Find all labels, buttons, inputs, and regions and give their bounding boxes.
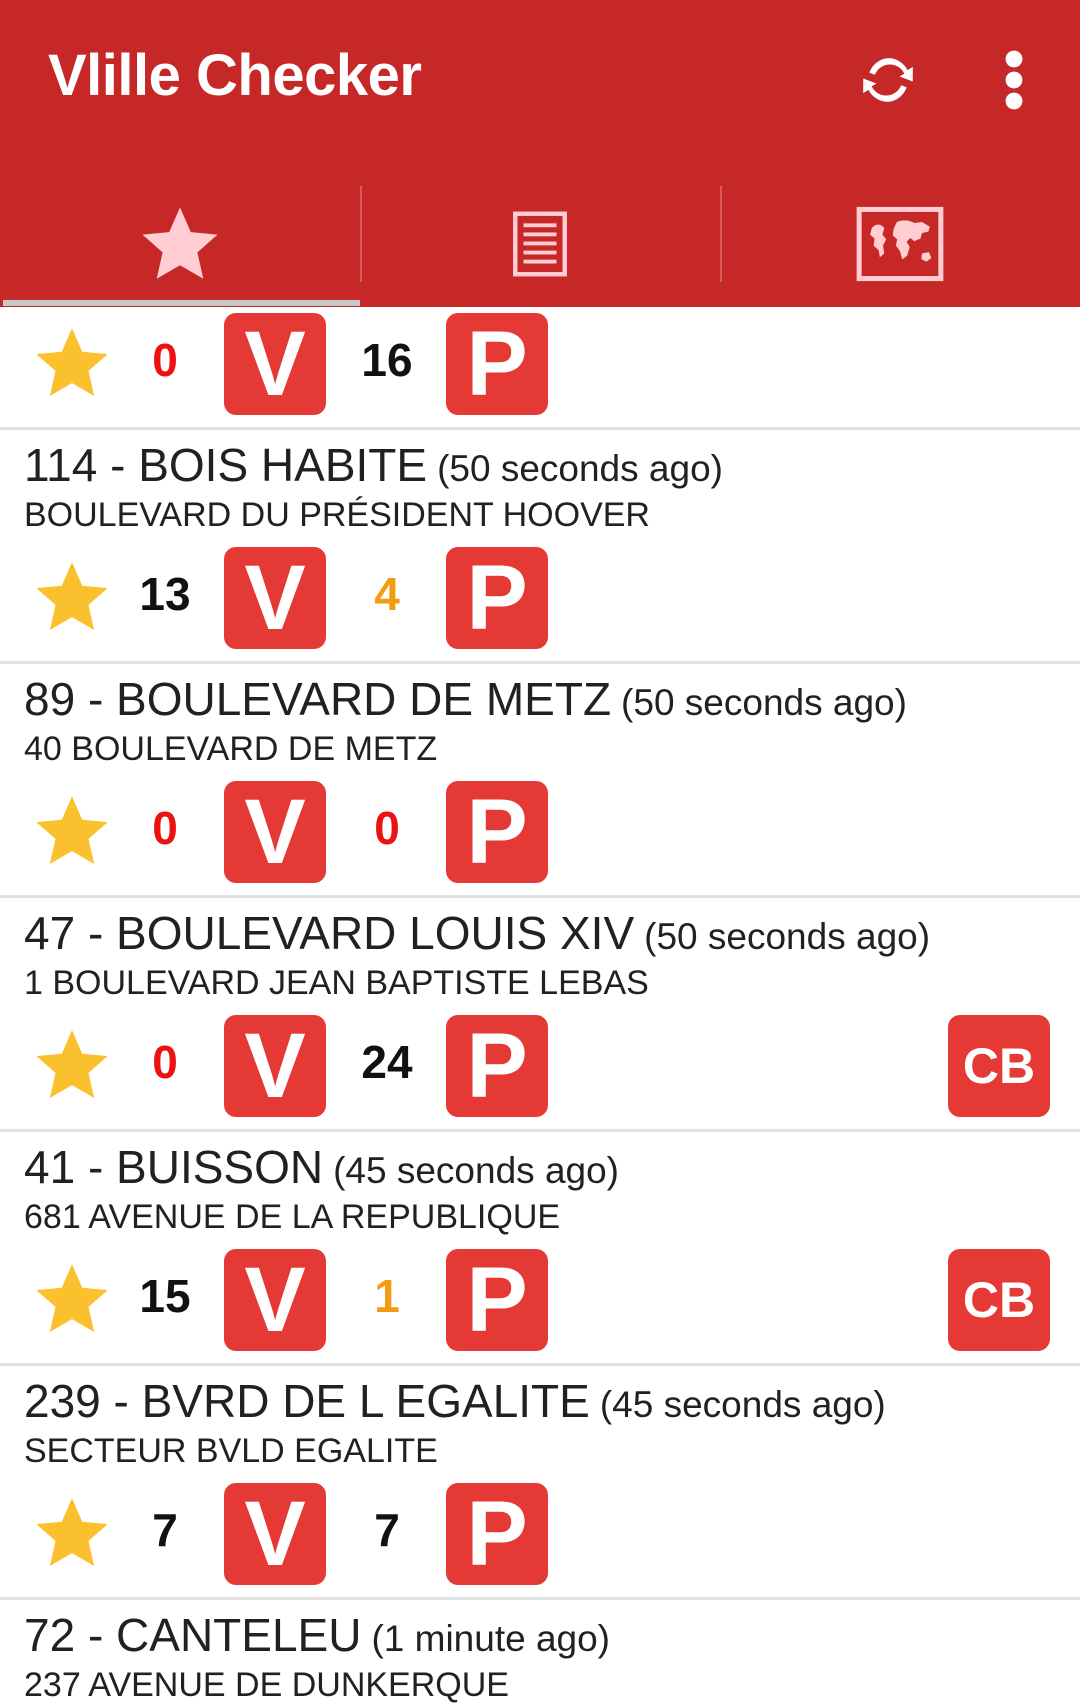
places-badge: P bbox=[446, 547, 548, 649]
places-count: 24 bbox=[361, 1036, 413, 1088]
favorite-toggle[interactable] bbox=[32, 1261, 112, 1341]
favorite-toggle[interactable] bbox=[32, 793, 112, 873]
bikes-badge: V bbox=[224, 781, 326, 883]
bikes-badge: V bbox=[224, 1483, 326, 1585]
bikes-count: 0 bbox=[152, 334, 178, 386]
station-updated-time: (50 seconds ago) bbox=[644, 916, 931, 957]
bikes-badge: V bbox=[224, 1249, 326, 1351]
station-header: 41 - BUISSON (45 seconds ago) 681 AVENUE D… bbox=[0, 1132, 1080, 1237]
places-badge: P bbox=[446, 1483, 548, 1585]
tab-divider bbox=[360, 186, 362, 282]
station-stats: 15 V 1 P CB bbox=[0, 1243, 1080, 1363]
station-header: 72 - CANTELEU (1 minute ago) 237 AVENUE DE… bbox=[0, 1600, 1080, 1705]
tab-map[interactable] bbox=[720, 180, 1080, 307]
station-row[interactable]: 41 - BUISSON (45 seconds ago) 681 AVENUE D… bbox=[0, 1132, 1080, 1366]
refresh-icon bbox=[863, 58, 913, 102]
station-updated-time: (50 seconds ago) bbox=[437, 448, 723, 489]
favorite-toggle[interactable] bbox=[32, 559, 112, 639]
favorite-star-icon bbox=[36, 1030, 108, 1099]
station-row[interactable]: 114 - BOIS HABITE (50 seconds ago) BOULEVA… bbox=[0, 430, 1080, 664]
station-address: 40 BOULEVARD DE METZ bbox=[24, 730, 438, 768]
station-header: 114 - BOIS HABITE (50 seconds ago) BOULEVA… bbox=[0, 430, 1080, 535]
station-stats: 0 V 24 P CB bbox=[0, 1009, 1080, 1129]
favorite-star-icon bbox=[36, 796, 108, 865]
places-badge: P bbox=[446, 1249, 548, 1351]
bikes-count: 15 bbox=[139, 1270, 191, 1322]
app-title: Vlille Checker bbox=[48, 43, 422, 108]
places-count: 1 bbox=[374, 1270, 400, 1322]
station-address: BOULEVARD DU PRÉSIDENT HOOVER bbox=[24, 496, 650, 534]
bikes-badge: V bbox=[224, 313, 326, 415]
station-row[interactable]: 72 - CANTELEU (1 minute ago) 237 AVENUE DE… bbox=[0, 1600, 1080, 1705]
station-address: 1 BOULEVARD JEAN BAPTISTE LEBAS bbox=[24, 964, 649, 1002]
station-row[interactable]: 0 V 16 P bbox=[0, 307, 1080, 430]
station-updated-time: (45 seconds ago) bbox=[333, 1150, 619, 1191]
star-icon bbox=[142, 206, 218, 279]
station-name: 114 - BOIS HABITE bbox=[24, 439, 428, 491]
places-badge: P bbox=[446, 781, 548, 883]
card-payment-badge: CB bbox=[948, 1249, 1050, 1351]
station-updated-time: (45 seconds ago) bbox=[599, 1384, 886, 1425]
tab-divider bbox=[720, 186, 722, 282]
station-header: 47 - BOULEVARD LOUIS XIV (50 seconds ago)… bbox=[0, 898, 1080, 1003]
places-count: 0 bbox=[374, 802, 400, 854]
station-header: 89 - BOULEVARD DE METZ (50 seconds ago) 40… bbox=[0, 664, 1080, 769]
station-name: 239 - BVRD DE L EGALITE bbox=[24, 1375, 590, 1427]
station-list[interactable]: 0 V 16 P 114 - BOIS HABITE (50 seconds ago) BO… bbox=[0, 307, 1080, 1705]
station-stats: 0 V 16 P bbox=[0, 307, 1080, 427]
station-address: 237 AVENUE DE DUNKERQUE bbox=[24, 1666, 509, 1704]
favorite-star-icon bbox=[36, 562, 108, 631]
list-icon bbox=[513, 211, 567, 276]
station-name: 47 - BOULEVARD LOUIS XIV bbox=[24, 907, 635, 959]
places-count: 16 bbox=[361, 334, 413, 386]
station-stats: 13 V 4 P bbox=[0, 541, 1080, 661]
places-count: 4 bbox=[374, 568, 400, 620]
bikes-badge: V bbox=[224, 547, 326, 649]
station-name: 89 - BOULEVARD DE METZ bbox=[24, 673, 612, 725]
bikes-count: 0 bbox=[152, 1036, 178, 1088]
station-updated-time: (50 seconds ago) bbox=[621, 682, 907, 723]
station-address: 681 AVENUE DE LA REPUBLIQUE bbox=[24, 1198, 561, 1236]
tab-indicator bbox=[3, 300, 360, 306]
station-name: 72 - CANTELEU bbox=[24, 1609, 362, 1661]
bikes-count: 0 bbox=[152, 802, 178, 854]
favorite-toggle[interactable] bbox=[32, 1495, 112, 1575]
tab-favorites[interactable] bbox=[0, 180, 360, 307]
station-row[interactable]: 47 - BOULEVARD LOUIS XIV (50 seconds ago)… bbox=[0, 898, 1080, 1132]
favorite-toggle[interactable] bbox=[32, 325, 112, 405]
places-badge: P bbox=[446, 313, 548, 415]
overflow-menu-button[interactable] bbox=[974, 40, 1054, 120]
favorite-star-icon bbox=[36, 1264, 108, 1333]
station-updated-time: (1 minute ago) bbox=[371, 1618, 611, 1659]
station-address: SECTEUR BVLD EGALITE bbox=[24, 1432, 438, 1470]
bikes-count: 13 bbox=[139, 568, 191, 620]
map-icon bbox=[856, 206, 944, 281]
favorite-star-icon bbox=[36, 1498, 108, 1567]
places-count: 7 bbox=[374, 1504, 400, 1556]
station-header: 239 - BVRD DE L EGALITE (45 seconds ago) S… bbox=[0, 1366, 1080, 1471]
app-bar: Vlille Checker bbox=[0, 0, 1080, 307]
places-badge: P bbox=[446, 1015, 548, 1117]
station-row[interactable]: 89 - BOULEVARD DE METZ (50 seconds ago) 40… bbox=[0, 664, 1080, 898]
tab-list[interactable] bbox=[360, 180, 720, 307]
tab-bar bbox=[0, 180, 1080, 307]
more-vert-icon bbox=[1005, 50, 1023, 110]
station-name: 41 - BUISSON bbox=[24, 1141, 324, 1193]
bikes-count: 7 bbox=[152, 1504, 178, 1556]
card-payment-badge: CB bbox=[948, 1015, 1050, 1117]
bikes-badge: V bbox=[224, 1015, 326, 1117]
favorite-toggle[interactable] bbox=[32, 1027, 112, 1107]
station-row[interactable]: 239 - BVRD DE L EGALITE (45 seconds ago) S… bbox=[0, 1366, 1080, 1600]
favorite-star-icon bbox=[36, 328, 108, 397]
refresh-button[interactable] bbox=[848, 40, 928, 120]
